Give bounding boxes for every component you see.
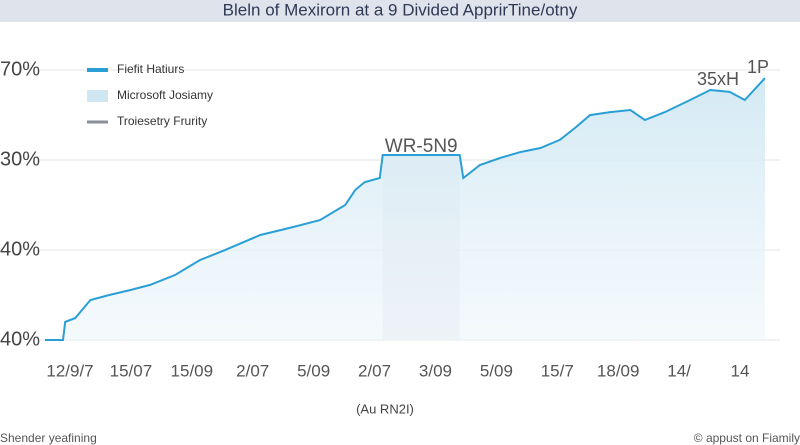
legend-label: Troiesetry Frurity	[117, 114, 207, 128]
annotation: WR-5N9	[385, 136, 458, 157]
annotation: 1P	[747, 57, 769, 77]
line	[45, 77, 766, 341]
x-tick-label: 2/07	[358, 361, 391, 380]
x-tick-label: 18/09	[597, 361, 640, 380]
x-tick-label: 5/09	[297, 361, 330, 380]
annotation: 35xH	[697, 69, 739, 89]
y-tick-label: 40%	[0, 328, 40, 350]
x-axis-label: (Au RN2I)	[356, 401, 414, 416]
x-tick-label: 15/09	[171, 361, 214, 380]
y-tick-label: 40%	[0, 238, 40, 260]
y-tick-label: 70%	[0, 58, 40, 80]
x-tick-label: 12/9/7	[46, 361, 93, 380]
x-tick-label: 15/7	[541, 361, 574, 380]
footer-right: © appust on Fiamily	[694, 431, 800, 445]
chart-title: Bleln of Mexirorn at a 9 Divided ApprirT…	[223, 0, 578, 19]
x-tick-label: 15/07	[110, 361, 153, 380]
x-tick-label: 2/07	[236, 361, 269, 380]
title-bar	[0, 0, 800, 22]
y-tick-label: 30%	[0, 148, 40, 170]
legend-swatch	[87, 68, 108, 72]
x-tick-label: 14	[731, 361, 750, 380]
legend-label: Fiefit Hatiurs	[117, 62, 184, 76]
footer-left: Shender yeafining	[0, 431, 97, 445]
x-tick-label: 5/09	[480, 361, 513, 380]
legend-label: Microsoft Josiamy	[117, 88, 213, 102]
x-tick-label: 14/	[667, 361, 691, 380]
legend-swatch	[87, 90, 108, 102]
x-tick-label: 3/09	[419, 361, 452, 380]
area	[45, 78, 765, 340]
legend-swatch	[87, 120, 108, 124]
